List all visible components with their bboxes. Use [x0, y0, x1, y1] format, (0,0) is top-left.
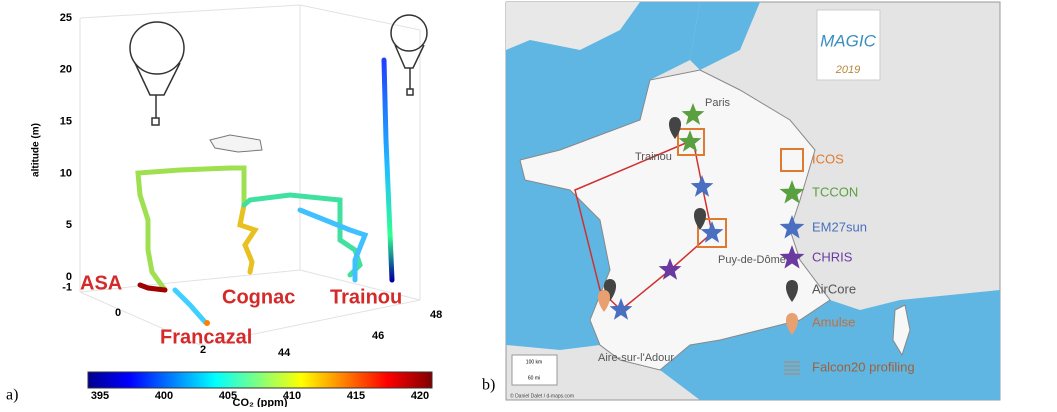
site-label: Cognac — [222, 286, 295, 308]
site-label: Trainou — [330, 286, 402, 308]
x-tick-label: 0 — [115, 307, 121, 319]
site-label: ASA — [80, 272, 122, 294]
x-tick-label: 2 — [200, 344, 206, 356]
z-tick-label: -1 — [62, 281, 72, 293]
panel-label: b) — [482, 377, 495, 394]
z-axis-label: altitude (m) — [31, 123, 42, 177]
map: MAGIC 2019 Paris Trainou Puy-de-Dôme Air… — [506, 2, 1000, 400]
colorbar-label: CO₂ (ppm) — [233, 397, 288, 407]
z-tick-label: 5 — [66, 219, 72, 231]
figure: altitude (m) -10510152025 ASA Cognac Tra… — [0, 0, 1057, 407]
scale-label: 100 km — [526, 359, 542, 365]
z-tick-label: 25 — [60, 12, 72, 24]
z-tick-label: 20 — [60, 64, 72, 76]
legend-label: CHRIS — [812, 249, 853, 264]
colorbar — [88, 372, 432, 388]
y-tick-label: 48 — [430, 309, 442, 321]
credit: © Daniel Dalet / d-maps.com — [510, 392, 574, 399]
legend-label: Falcon20 profiling — [812, 359, 915, 374]
z-tick-label: 15 — [60, 116, 72, 128]
colorbar-tick-label: 400 — [155, 390, 173, 402]
y-tick-label: 46 — [372, 330, 384, 342]
legend-label: TCCON — [812, 184, 858, 199]
city-label: Paris — [705, 97, 731, 109]
scale-label: 60 mi — [528, 375, 540, 381]
legend-label: Amulse — [812, 314, 855, 329]
colorbar-tick-label: 415 — [347, 390, 365, 402]
colorbar-tick-label: 420 — [411, 390, 429, 402]
city-label: Aire-sur-l'Adour — [598, 352, 674, 364]
legend-label: ICOS — [812, 151, 844, 166]
city-label: Trainou — [635, 151, 672, 163]
logo: MAGIC — [820, 31, 876, 50]
z-tick-label: 10 — [60, 167, 72, 179]
site-label: Francazal — [160, 326, 252, 348]
panel-label: a) — [6, 387, 18, 404]
legend-label: EM27sun — [812, 219, 867, 234]
legend-label: AirCore — [812, 281, 856, 296]
logo-year: 2019 — [835, 64, 860, 76]
city-label: Puy-de-Dôme — [718, 254, 786, 266]
aircraft-icon — [210, 135, 262, 152]
z-tick-label: 0 — [66, 271, 72, 283]
y-tick-label: 44 — [278, 347, 291, 359]
colorbar-tick-label: 395 — [91, 390, 109, 402]
page: altitude (m) -10510152025 ASA Cognac Tra… — [0, 0, 1057, 412]
